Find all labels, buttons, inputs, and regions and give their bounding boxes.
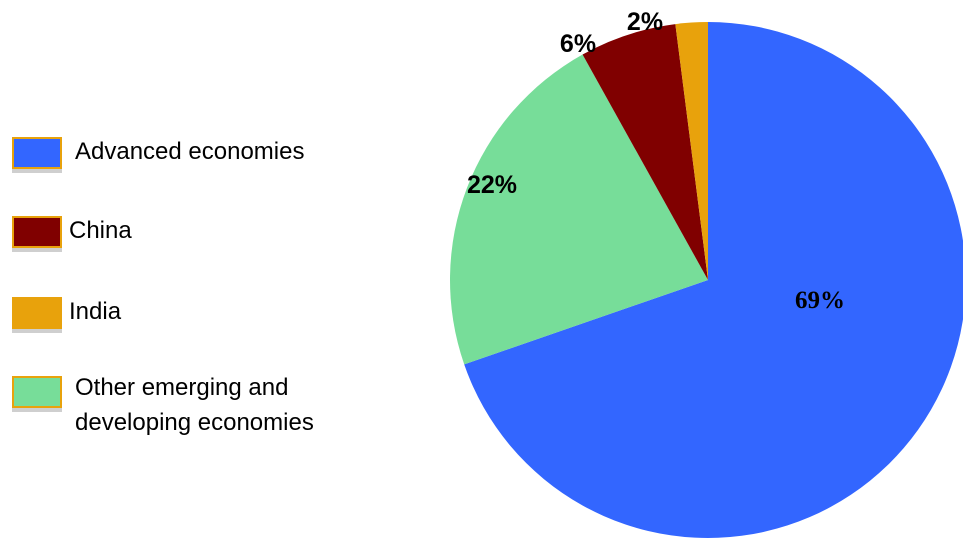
legend-swatch-advanced-economies: [12, 137, 62, 169]
pie-slice-india: [675, 22, 708, 280]
legend-label-india: India: [69, 298, 122, 325]
legend-swatch-other-emerging: [12, 376, 62, 408]
pie-labels: 69% 22% 6% 2%: [467, 8, 845, 314]
pie-label-other-emerging-and-developing-economies: 22%: [467, 171, 517, 199]
legend-label-other-emerging-line-2: developing economies: [75, 409, 314, 436]
pie-slice-advanced-economies: [464, 22, 963, 538]
pie-label-advanced-economies: 69%: [795, 287, 845, 314]
pie-label-china: 6%: [560, 30, 596, 58]
pie-slices: [450, 22, 963, 538]
legend-swatch-india: [12, 297, 62, 329]
chart-legend: Advanced economies China India Other eme…: [0, 0, 430, 543]
legend-label-other-emerging-line-1: Other emerging and: [75, 374, 289, 401]
legend-swatch-china: [12, 216, 62, 248]
pie-label-india: 2%: [627, 8, 663, 36]
legend-label-advanced-economies: Advanced economies: [75, 138, 305, 165]
pie-slice-other-emerging-and-developing-economies: [450, 54, 708, 365]
legend-label-china: China: [69, 217, 132, 244]
pie-slice-china: [582, 24, 708, 280]
